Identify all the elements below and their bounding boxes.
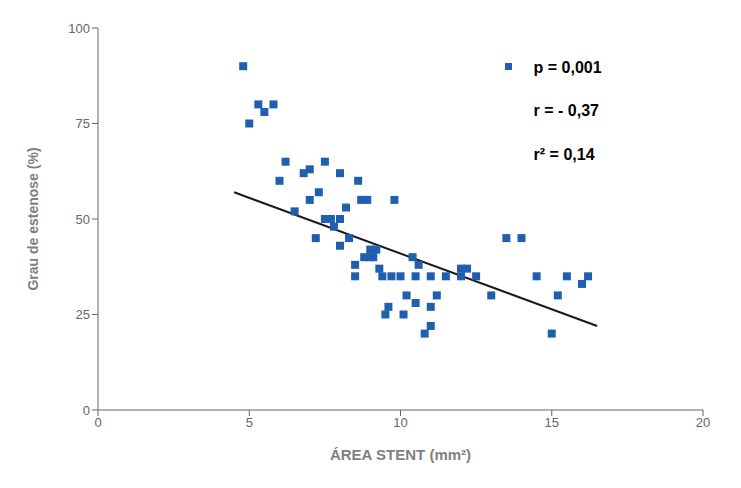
svg-text:0: 0 — [83, 403, 90, 418]
svg-text:15: 15 — [545, 415, 559, 430]
svg-text:20: 20 — [696, 415, 710, 430]
svg-text:0: 0 — [94, 415, 101, 430]
svg-text:75: 75 — [76, 116, 90, 131]
html-text:r = - 0,37: r = - 0,37 — [533, 102, 599, 120]
svg-text:10: 10 — [393, 415, 407, 430]
svg-text:50: 50 — [76, 212, 90, 227]
svg-text:ÁREA STENT (mm²): ÁREA STENT (mm²) — [330, 446, 471, 463]
html-text:p = 0,001: p = 0,001 — [533, 58, 602, 76]
svg-text:100: 100 — [68, 21, 90, 36]
svg-text:25: 25 — [76, 307, 90, 322]
html-text:r² = 0,14: r² = 0,14 — [533, 146, 595, 164]
svg-text:5: 5 — [246, 415, 253, 430]
svg-text:Grau de estenose (%): Grau de estenose (%) — [25, 147, 41, 290]
